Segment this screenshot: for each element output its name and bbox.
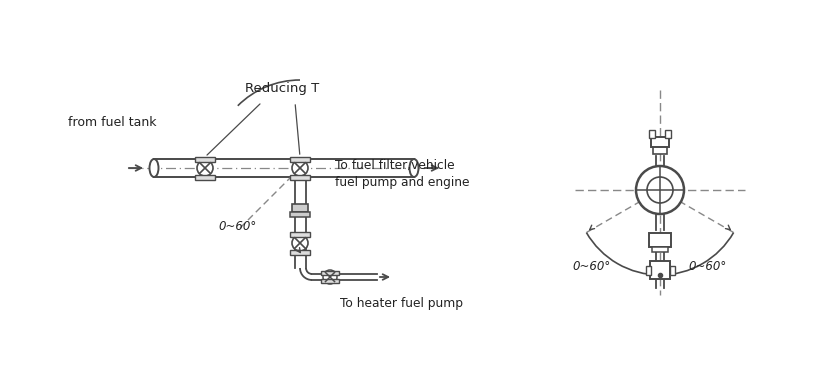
Ellipse shape <box>410 159 419 177</box>
Bar <box>321 279 339 283</box>
Bar <box>665 130 671 138</box>
Bar <box>195 175 215 180</box>
Bar <box>646 265 651 274</box>
Circle shape <box>292 160 308 176</box>
Bar <box>653 144 667 154</box>
Text: 0~60°: 0~60° <box>218 220 256 233</box>
Text: 0~60°: 0~60° <box>688 260 726 273</box>
Bar <box>649 233 671 247</box>
Bar <box>290 211 310 217</box>
Text: To heater fuel pump: To heater fuel pump <box>340 297 463 310</box>
Circle shape <box>636 166 684 214</box>
Bar <box>195 156 215 161</box>
Text: To fuel filter,vehicle
fuel pump and engine: To fuel filter,vehicle fuel pump and eng… <box>335 159 470 189</box>
Bar <box>649 130 655 138</box>
Circle shape <box>292 235 308 251</box>
Text: from fuel tank: from fuel tank <box>68 116 156 129</box>
Bar <box>652 246 668 251</box>
Text: Reducing T: Reducing T <box>245 82 319 95</box>
Bar <box>292 204 308 212</box>
Ellipse shape <box>150 159 159 177</box>
Circle shape <box>323 270 337 284</box>
Bar <box>290 175 310 180</box>
Bar <box>290 232 310 237</box>
Bar <box>670 265 675 274</box>
Bar <box>321 271 339 275</box>
Text: 0~60°: 0~60° <box>572 260 610 273</box>
Circle shape <box>197 160 213 176</box>
Bar <box>651 137 669 147</box>
Bar <box>290 156 310 161</box>
Bar <box>650 261 670 279</box>
Bar <box>290 249 310 255</box>
